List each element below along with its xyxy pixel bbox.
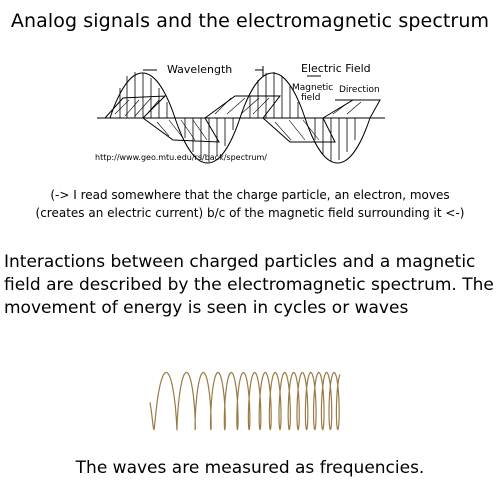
wavelength-marker bbox=[143, 66, 264, 76]
magnetic-field-hatching bbox=[114, 97, 362, 141]
magnetic-field-wave bbox=[103, 95, 381, 143]
magnetic-field-label-2: field bbox=[301, 93, 321, 103]
body-paragraph: Interactions between charged particles a… bbox=[4, 252, 494, 318]
coil-wave-icon bbox=[149, 371, 341, 431]
em-wave-illustration bbox=[97, 66, 385, 164]
source-url: http://www.geo.mtu.edu/rs/back/spectrum/ bbox=[95, 153, 267, 162]
side-note-line-1: (-> I read somewhere that the charge par… bbox=[50, 188, 450, 202]
side-note: (-> I read somewhere that the charge par… bbox=[0, 186, 500, 222]
em-wave-diagram: Wavelength Electric Field Magnetic field… bbox=[95, 56, 395, 166]
magnetic-field-label-1: Magnetic bbox=[292, 83, 334, 93]
direction-label: Direction bbox=[339, 85, 380, 95]
frequency-wave bbox=[149, 371, 341, 431]
wavelength-label: Wavelength bbox=[167, 63, 233, 76]
side-note-line-2: (creates an electric current) b/c of the… bbox=[35, 206, 465, 220]
page-title: Analog signals and the electromagnetic s… bbox=[10, 10, 490, 32]
frequency-caption: The waves are measured as frequencies. bbox=[75, 458, 425, 478]
electric-field-label: Electric Field bbox=[301, 62, 371, 75]
